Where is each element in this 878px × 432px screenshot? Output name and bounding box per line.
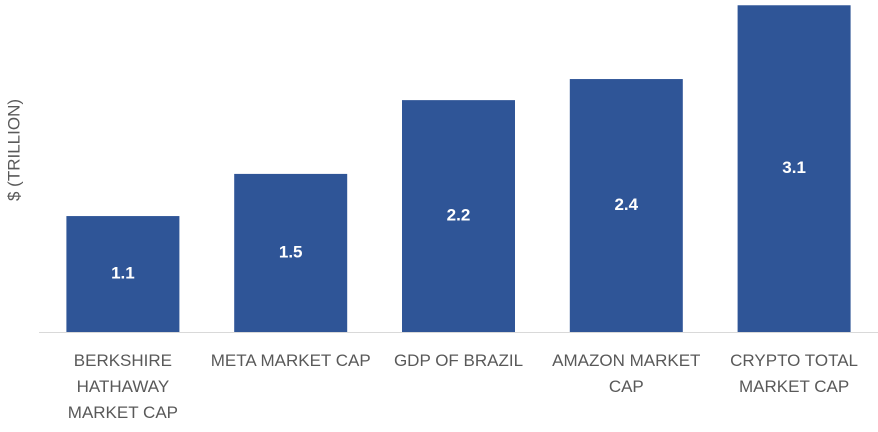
data-label: 2.4 xyxy=(614,195,638,214)
bar xyxy=(569,79,683,332)
data-label: 1.1 xyxy=(111,264,135,283)
x-tick-label: GDP OF BRAZIL xyxy=(393,351,524,370)
x-tick-label: META MARKET CAP xyxy=(210,351,371,370)
x-tick-label: BERKSHIRE HATHAWAY MARKET CAP xyxy=(67,351,178,422)
bar xyxy=(737,5,851,333)
bar xyxy=(66,216,180,332)
data-label: 2.2 xyxy=(447,206,471,225)
bar xyxy=(402,100,515,332)
bar xyxy=(234,173,348,332)
x-tick-label: CRYPTO TOTAL MARKET CAP xyxy=(730,351,859,396)
x-tick-label: AMAZON MARKET CAP xyxy=(552,351,701,396)
data-label: 3.1 xyxy=(782,158,806,177)
y-axis-label: $ (TRILLION) xyxy=(4,99,23,201)
data-label: 1.5 xyxy=(279,242,303,261)
